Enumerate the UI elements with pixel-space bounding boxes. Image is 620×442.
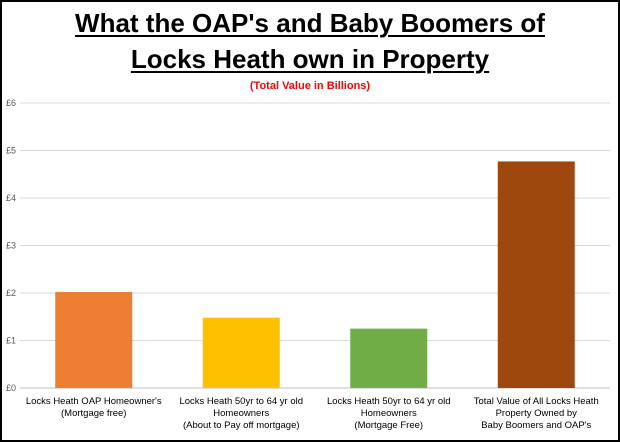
x-category-label: Locks Heath OAP Homeowner's (Mortgage fre… [26, 396, 162, 419]
chart-title-line-1: What the OAP's and Baby Boomers of [75, 8, 545, 38]
y-tick-label: £0 [6, 383, 16, 393]
x-category-label-line: (About to Pay off mortgage) [183, 420, 300, 431]
x-category-label-line: Property Owned by [496, 408, 578, 419]
x-category-label-line: (Mortgage free) [61, 408, 126, 419]
x-category-label-line: Total Value of All Locks Heath [474, 396, 599, 407]
chart-subtitle: (Total Value in Billions) [249, 80, 371, 92]
x-category-label-line: Locks Heath 50yr to 64 yr old [327, 396, 451, 407]
y-tick-label: £1 [6, 336, 16, 346]
bar [497, 161, 575, 388]
x-category-label-line: Homeowners [361, 408, 417, 419]
y-tick-label: £6 [6, 98, 16, 108]
x-category-label-line: Homeowners [213, 408, 269, 419]
bar [55, 292, 133, 388]
y-tick-label: £5 [6, 146, 16, 156]
x-category-label: Total Value of All Locks Heath Property O… [474, 396, 599, 431]
y-tick-label: £2 [6, 288, 16, 298]
y-tick-label: £3 [6, 241, 16, 251]
x-category-label-line: Locks Heath 50yr to 64 yr old [179, 396, 303, 407]
y-tick-label: £4 [6, 193, 16, 203]
x-category-label: Locks Heath 50yr to 64 yr old Homeowners(… [179, 396, 303, 431]
x-category-label-line: (Mortgage Free) [354, 420, 423, 431]
bar [202, 317, 280, 388]
x-category-label: Locks Heath 50yr to 64 yr old Homeowners(… [327, 396, 451, 431]
x-category-label-line: Baby Boomers and OAP's [481, 420, 591, 431]
x-category-label-line: Locks Heath OAP Homeowner's [26, 396, 162, 407]
chart-title-line-2: Locks Heath own in Property [130, 44, 490, 74]
bar [350, 328, 428, 388]
